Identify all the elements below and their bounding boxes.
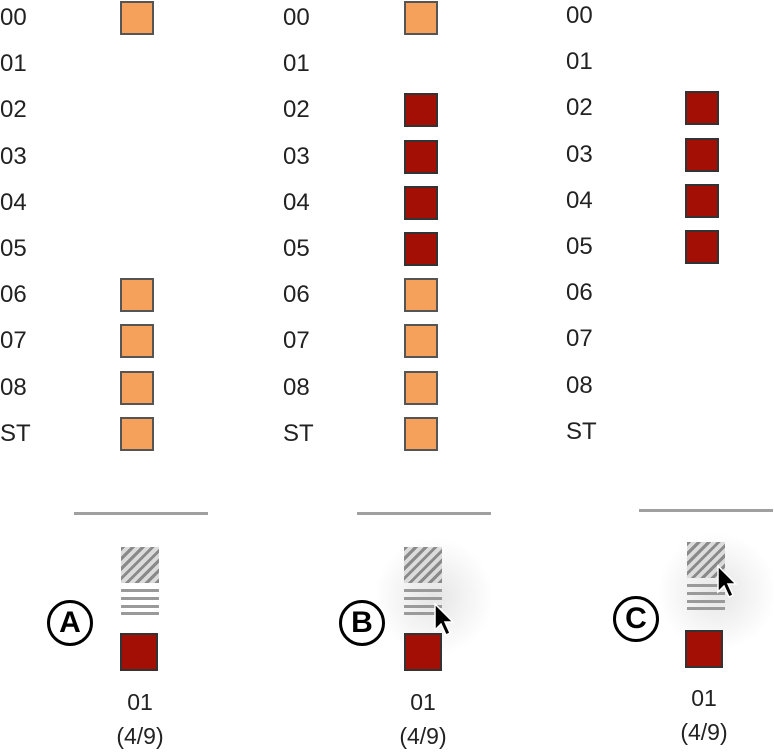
- stack-line: [687, 607, 725, 610]
- visible-channel-cell[interactable]: [120, 278, 154, 313]
- selected-channel-cell[interactable]: [404, 185, 438, 220]
- stack-line: [121, 612, 159, 615]
- channel-label: 08: [283, 373, 310, 401]
- current-channel-label: 01: [691, 685, 717, 711]
- channel-label: 00: [0, 4, 27, 31]
- channel-count-label: (4/9): [680, 719, 728, 745]
- channel-label: 02: [566, 94, 593, 122]
- stack-line: [404, 612, 442, 615]
- channel-label: 01: [0, 50, 27, 78]
- visible-channel-cell[interactable]: [404, 278, 438, 313]
- selected-channel-cell[interactable]: [685, 91, 719, 126]
- visible-channel-cell[interactable]: [404, 370, 438, 405]
- stack-line: [404, 589, 442, 592]
- separator-line: [357, 512, 491, 515]
- stack-line: [404, 605, 442, 608]
- channel-label: 03: [283, 142, 310, 170]
- channel-label: 06: [0, 281, 27, 309]
- visible-channel-cell[interactable]: [404, 416, 438, 451]
- current-channel-cell[interactable]: [404, 633, 442, 671]
- channel-label: 08: [0, 373, 27, 401]
- separator-line: [639, 509, 773, 512]
- panel-badge-b: B: [339, 600, 385, 646]
- mouse-cursor-icon: [433, 602, 457, 638]
- panel-c: 00 01 02 03 04 05 06 07 08 ST C 01 (4/9): [566, 0, 774, 756]
- channel-label: 01: [566, 48, 593, 76]
- stack-line: [687, 584, 725, 587]
- channel-label: 06: [283, 281, 310, 309]
- selected-channel-cell[interactable]: [404, 139, 438, 174]
- channel-label: 07: [283, 327, 310, 355]
- panel-a: 00 01 02 03 04 05 06 07 08 ST A 01 (4/9): [0, 0, 258, 756]
- channel-label: 05: [566, 233, 593, 260]
- channel-label: 02: [283, 96, 310, 124]
- current-channel-cell[interactable]: [685, 630, 723, 668]
- current-channel-label: 01: [127, 689, 153, 715]
- channel-label: ST: [283, 419, 314, 447]
- channel-label: 00: [283, 4, 310, 31]
- current-channel-cell[interactable]: [120, 633, 158, 671]
- channel-label: 03: [566, 140, 593, 168]
- channel-label: 04: [566, 186, 593, 214]
- channel-label: 01: [283, 50, 310, 78]
- channel-label: 05: [283, 235, 310, 262]
- visible-channel-cell[interactable]: [404, 324, 438, 359]
- visible-channel-cell[interactable]: [120, 1, 154, 35]
- channel-label: 02: [0, 96, 27, 124]
- stack-line: [687, 592, 725, 595]
- separator-line: [74, 512, 208, 515]
- selected-channel-cell[interactable]: [685, 230, 719, 264]
- visible-channel-cell[interactable]: [120, 370, 154, 405]
- channel-label: 04: [0, 188, 27, 216]
- visible-channel-cell[interactable]: [120, 324, 154, 359]
- visible-channel-cell[interactable]: [120, 416, 154, 451]
- stack-line: [404, 597, 442, 600]
- channel-label: 08: [566, 371, 593, 399]
- selected-channel-cell[interactable]: [404, 232, 438, 266]
- panel-b: 00 01 02 03 04 05 06 07 08 ST B 01 (4/9): [283, 0, 541, 756]
- channel-label: ST: [0, 419, 31, 447]
- panel-badge-a: A: [47, 600, 93, 646]
- stack-line: [121, 589, 159, 592]
- stack-line: [121, 605, 159, 608]
- channel-label: ST: [566, 417, 597, 445]
- mouse-cursor-icon: [716, 564, 740, 600]
- channel-label: 07: [0, 327, 27, 355]
- collapsed-channel-stack[interactable]: [404, 547, 442, 615]
- channel-label: 03: [0, 142, 27, 170]
- selected-channel-cell[interactable]: [404, 93, 438, 128]
- channel-count-label: (4/9): [116, 723, 164, 749]
- stack-line: [121, 597, 159, 600]
- channel-label: 04: [283, 188, 310, 216]
- collapsed-channel-stack[interactable]: [121, 547, 159, 615]
- channel-count-label: (4/9): [399, 723, 447, 749]
- visible-channel-cell[interactable]: [404, 1, 438, 35]
- channel-label: 05: [0, 235, 27, 262]
- channel-label: 07: [566, 325, 593, 353]
- channel-label: 00: [566, 2, 593, 29]
- channel-label: 06: [566, 279, 593, 307]
- selected-channel-cell[interactable]: [685, 137, 719, 172]
- hatched-range-icon: [404, 547, 442, 583]
- panel-badge-c: C: [613, 596, 659, 642]
- current-channel-label: 01: [410, 689, 436, 715]
- hatched-range-icon: [121, 547, 159, 583]
- stack-line: [687, 600, 725, 603]
- selected-channel-cell[interactable]: [685, 183, 719, 218]
